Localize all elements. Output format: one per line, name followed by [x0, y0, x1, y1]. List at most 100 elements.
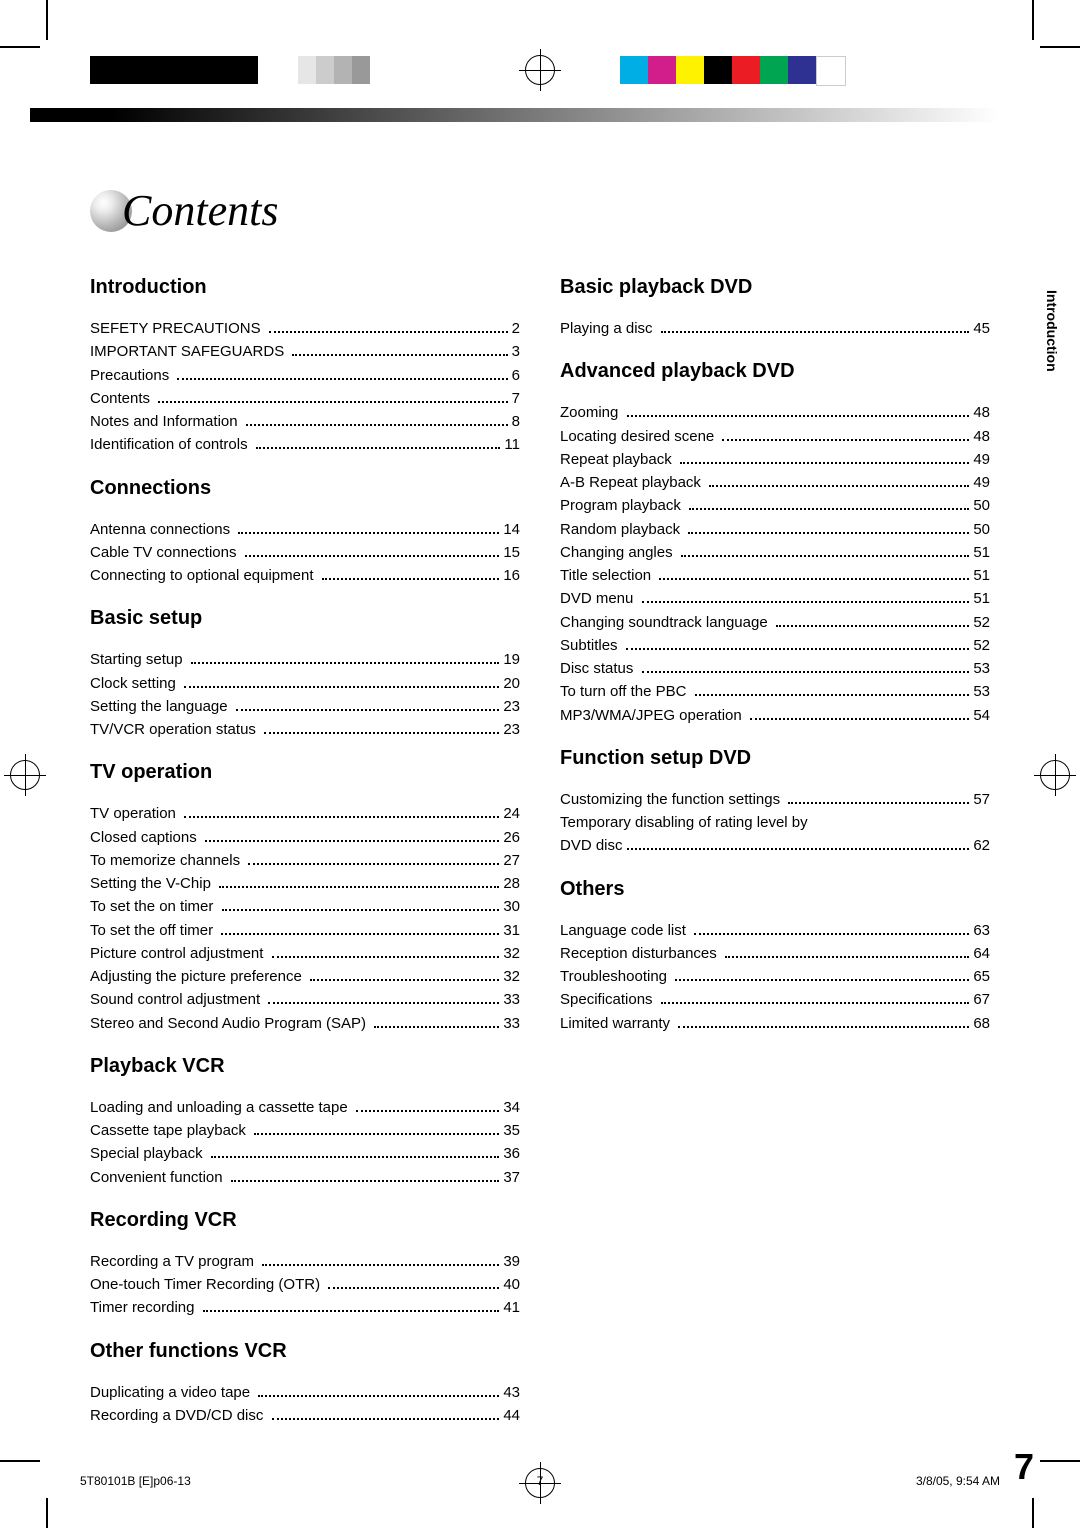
toc-page: 24 — [503, 802, 520, 825]
toc-entry: TV/VCR operation status 23 — [90, 718, 520, 741]
toc-entry: Specifications 67 — [560, 988, 990, 1011]
toc-dots — [661, 318, 970, 334]
toc-label: Picture control adjustment — [90, 942, 268, 965]
toc-page: 41 — [503, 1296, 520, 1319]
toc-page: 57 — [973, 788, 990, 811]
toc-dots — [245, 541, 500, 557]
toc-entry: DVD disc62 — [560, 834, 990, 857]
toc-page: 54 — [973, 704, 990, 727]
toc-entry: Subtitles 52 — [560, 634, 990, 657]
toc-page: 23 — [503, 718, 520, 741]
toc-dots — [184, 672, 499, 688]
toc-page: 15 — [503, 541, 520, 564]
toc-entry: To set the off timer 31 — [90, 919, 520, 942]
toc-entry: Sound control adjustment 33 — [90, 988, 520, 1011]
swatch — [90, 56, 118, 84]
toc-dots — [238, 518, 499, 534]
toc-entry: TV operation 24 — [90, 802, 520, 825]
toc-dots — [248, 849, 499, 865]
toc-dots — [292, 341, 507, 357]
toc-entry: Duplicating a video tape 43 — [90, 1381, 520, 1404]
toc-page: 37 — [503, 1166, 520, 1189]
toc-label: Identification of controls — [90, 433, 252, 456]
toc-label: Language code list — [560, 919, 690, 942]
toc-page: 40 — [503, 1273, 520, 1296]
toc-label: Loading and unloading a cassette tape — [90, 1096, 352, 1119]
registration-mark-left — [10, 760, 40, 790]
toc-dots — [268, 989, 499, 1005]
toc-entry: MP3/WMA/JPEG operation 54 — [560, 704, 990, 727]
toc-dots — [221, 919, 499, 935]
page-number: 7 — [1014, 1446, 1034, 1488]
toc-label: Duplicating a video tape — [90, 1381, 254, 1404]
toc-page: 7 — [512, 387, 520, 410]
toc-page: 52 — [973, 611, 990, 634]
toc-dots — [374, 1012, 499, 1028]
toc-label: DVD menu — [560, 587, 638, 610]
swatch — [704, 56, 732, 84]
toc-page: 51 — [973, 587, 990, 610]
section-heading: Others — [560, 878, 990, 901]
toc-entry: Setting the language 23 — [90, 695, 520, 718]
toc-entry: Starting setup 19 — [90, 648, 520, 671]
toc-entry: Cassette tape playback 35 — [90, 1119, 520, 1142]
toc-label: To set the off timer — [90, 919, 217, 942]
toc-dots — [205, 826, 499, 842]
toc-label: Antenna connections — [90, 518, 234, 541]
gray-swatch — [280, 56, 298, 84]
gray-step-bar — [280, 56, 370, 84]
toc-page: 48 — [973, 425, 990, 448]
toc-page: 44 — [503, 1404, 520, 1427]
toc-label: Sound control adjustment — [90, 988, 264, 1011]
toc-label: One-touch Timer Recording (OTR) — [90, 1273, 324, 1296]
right-column: Basic playback DVDPlaying a disc 45Advan… — [560, 256, 990, 1427]
toc-dots — [678, 1012, 969, 1028]
toc-dots — [191, 649, 500, 665]
toc-page: 36 — [503, 1142, 520, 1165]
toc-dots — [627, 402, 970, 418]
toc-entry: Recording a DVD/CD disc 44 — [90, 1404, 520, 1427]
gray-swatch — [298, 56, 316, 84]
toc-columns: IntroductionSEFETY PRECAUTIONS 2IMPORTAN… — [60, 256, 1020, 1427]
toc-page: 50 — [973, 494, 990, 517]
toc-label: Subtitles — [560, 634, 622, 657]
toc-dots — [627, 835, 970, 851]
toc-dots — [158, 387, 507, 403]
toc-label: Locating desired scene — [560, 425, 718, 448]
toc-dots — [709, 472, 969, 488]
toc-entry: Title selection 51 — [560, 564, 990, 587]
swatch — [676, 56, 704, 84]
toc-label: Adjusting the picture preference — [90, 965, 306, 988]
toc-label: Troubleshooting — [560, 965, 671, 988]
toc-label: Random playback — [560, 518, 684, 541]
toc-entry: SEFETY PRECAUTIONS 2 — [90, 317, 520, 340]
toc-entry: Antenna connections 14 — [90, 518, 520, 541]
toc-page: 30 — [503, 895, 520, 918]
swatch — [620, 56, 648, 84]
toc-dots — [688, 518, 969, 534]
toc-entry: Setting the V-Chip 28 — [90, 872, 520, 895]
toc-dots — [626, 634, 970, 650]
toc-page: 63 — [973, 919, 990, 942]
toc-dots — [184, 803, 499, 819]
toc-label: Changing angles — [560, 541, 677, 564]
toc-dots — [269, 318, 508, 334]
color-bar-right — [620, 56, 846, 84]
toc-label: Cable TV connections — [90, 541, 241, 564]
section-heading: Basic setup — [90, 607, 520, 630]
toc-page: 28 — [503, 872, 520, 895]
toc-label: Clock setting — [90, 672, 180, 695]
toc-entry: Locating desired scene 48 — [560, 425, 990, 448]
section-heading: Function setup DVD — [560, 747, 990, 770]
toc-label: Stereo and Second Audio Program (SAP) — [90, 1012, 370, 1035]
toc-entry: DVD menu 51 — [560, 587, 990, 610]
footer: 5T80101B [E]p06-13 7 3/8/05, 9:54 AM — [80, 1474, 1000, 1488]
toc-label: To memorize channels — [90, 849, 244, 872]
toc-page: 27 — [503, 849, 520, 872]
toc-label: Convenient function — [90, 1166, 227, 1189]
toc-page: 6 — [512, 364, 520, 387]
toc-dots — [203, 1297, 500, 1313]
toc-label: Playing a disc — [560, 317, 657, 340]
toc-dots — [262, 1250, 499, 1266]
toc-dots — [661, 989, 970, 1005]
